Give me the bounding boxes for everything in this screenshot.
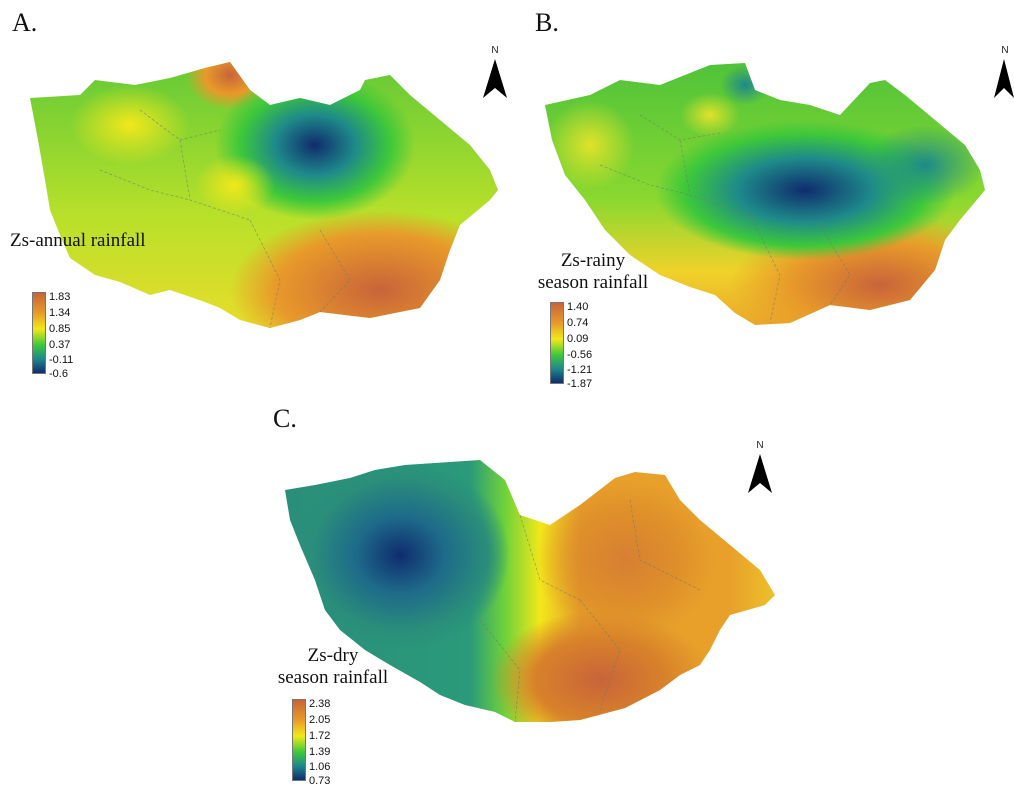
- legend-tick: 1.39: [309, 746, 331, 758]
- legend-tick: 0.73: [309, 775, 331, 787]
- panel-a-north-arrow: N: [480, 45, 510, 105]
- legend-tick: 0.74: [567, 317, 589, 329]
- legend-tick: 1.06: [309, 761, 331, 773]
- legend-tick: 2.38: [309, 698, 331, 710]
- panel-b-legend: 1.40 0.74 0.09 -0.56 -1.21 -1.87: [550, 301, 610, 390]
- legend-color-ramp: [292, 699, 306, 781]
- panel-c-label: C.: [273, 404, 297, 433]
- legend-tick: 1.40: [567, 301, 589, 313]
- panel-b-map: [545, 63, 985, 325]
- legend-tick: 1.72: [309, 730, 331, 742]
- legend-title-line: season rainfall: [277, 667, 389, 688]
- panel-c-north-arrow: N: [745, 440, 775, 500]
- north-label: N: [491, 45, 499, 56]
- panel-b-label: B.: [535, 8, 559, 37]
- legend-title-line: Zs-dry: [307, 645, 359, 666]
- legend-tick: -0.56: [567, 349, 593, 361]
- legend-title-line: Zs-rainy: [560, 250, 626, 271]
- legend-tick: -1.21: [567, 364, 593, 376]
- legend-title-line: Zs-annual rainfall: [10, 230, 146, 251]
- legend-tick: 0.37: [49, 339, 71, 351]
- panel-a-map: [30, 62, 498, 328]
- panel-c-legend: 2.38 2.05 1.72 1.39 1.06 0.73: [292, 698, 352, 787]
- panel-b-north-arrow: N: [990, 45, 1014, 105]
- legend-tick: 1.34: [49, 307, 71, 319]
- north-arrow-icon: [748, 454, 772, 493]
- panel-c-legend-title: Zs-dry season rainfall: [268, 645, 398, 689]
- legend-tick: -1.87: [567, 378, 593, 390]
- legend-tick: 1.83: [49, 291, 71, 303]
- panel-a-label: A.: [12, 8, 38, 37]
- panel-b-legend-title: Zs-rainy season rainfall: [528, 250, 658, 294]
- legend-title-line: season rainfall: [537, 272, 649, 293]
- north-label: N: [756, 440, 764, 451]
- legend-tick: -0.6: [49, 368, 68, 380]
- legend-tick: -0.11: [49, 354, 74, 366]
- legend-color-ramp: [550, 302, 564, 384]
- north-label: N: [1001, 45, 1009, 56]
- legend-tick: 0.85: [49, 323, 71, 335]
- panel-c-map: [285, 460, 775, 722]
- north-arrow-icon: [994, 59, 1014, 98]
- legend-color-ramp: [32, 292, 46, 374]
- panel-a-legend: 1.83 1.34 0.85 0.37 -0.11 -0.6: [32, 291, 92, 380]
- panel-a-legend-title: Zs-annual rainfall: [10, 230, 146, 252]
- legend-tick: 2.05: [309, 714, 331, 726]
- legend-tick: 0.09: [567, 333, 589, 345]
- north-arrow-icon: [483, 59, 507, 98]
